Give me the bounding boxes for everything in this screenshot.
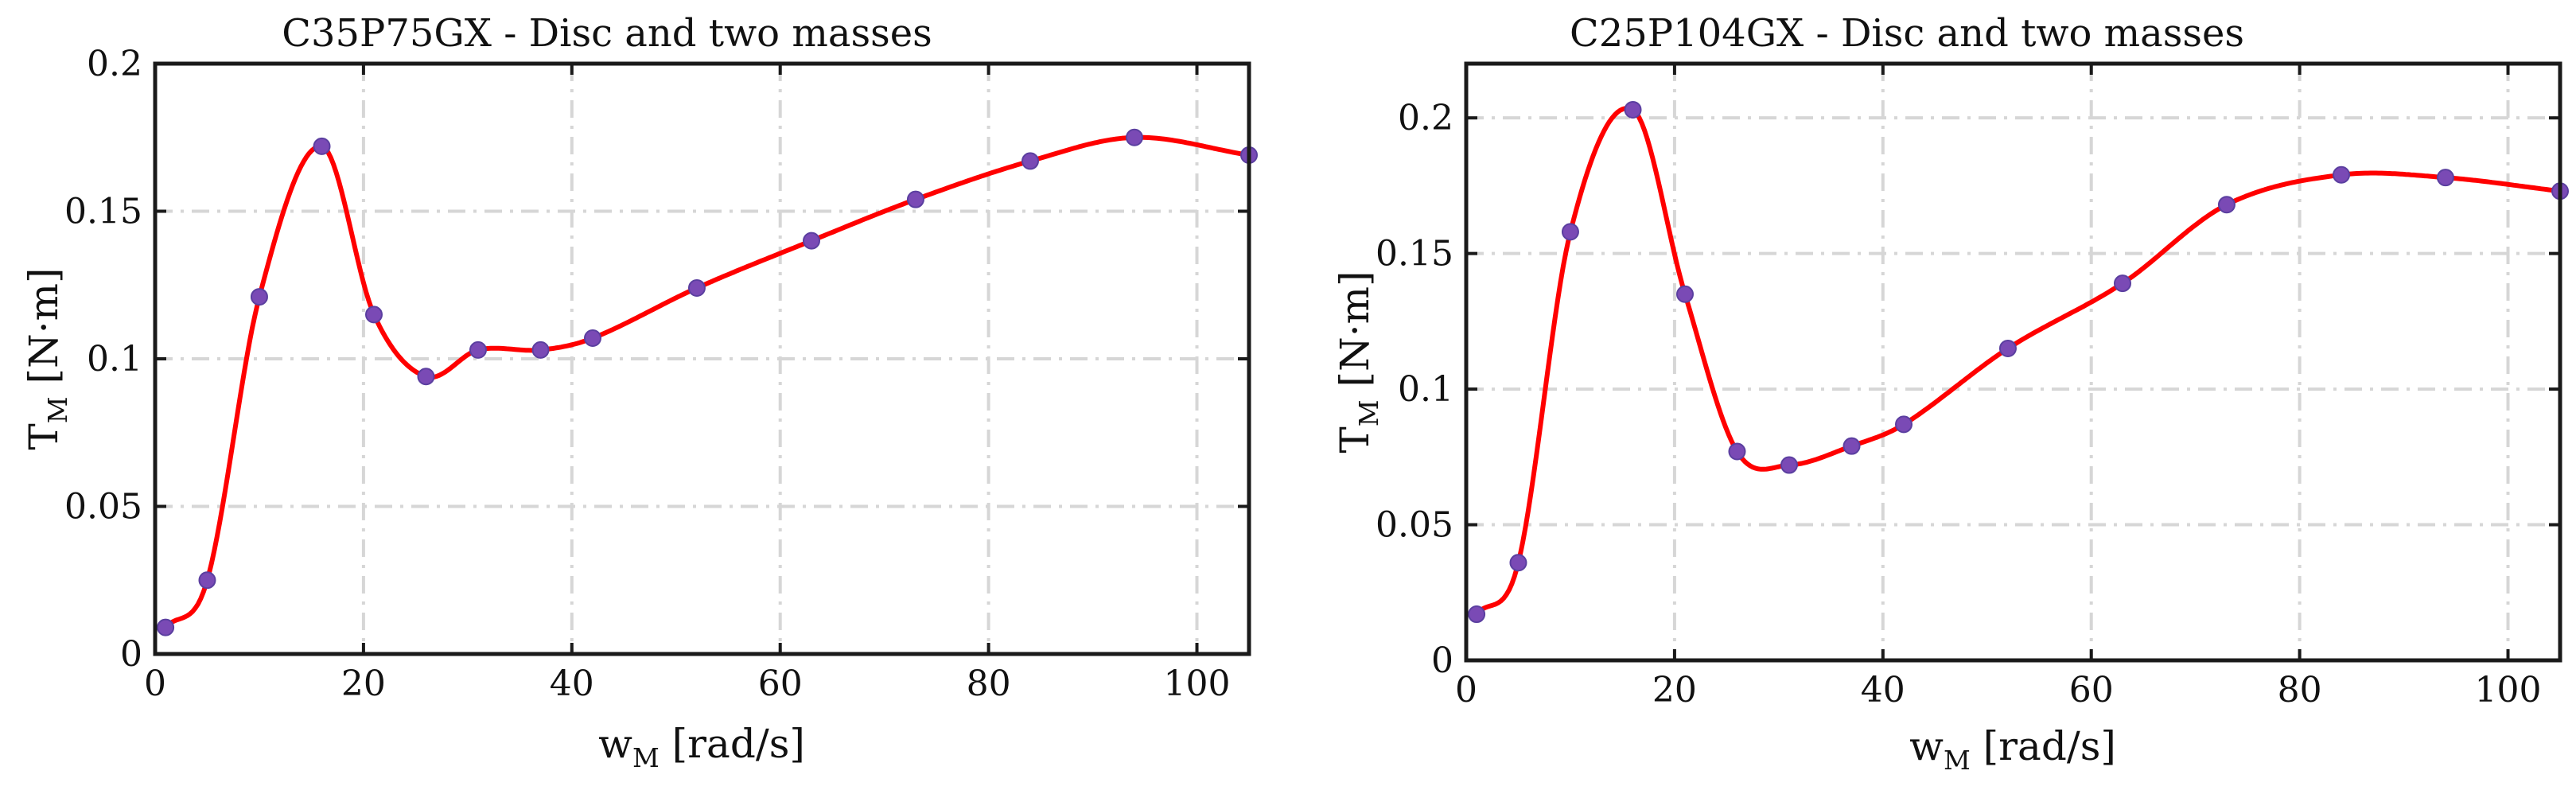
x-axis-label: wM [rad/s] [1909,723,2116,776]
series-curve [1474,106,2562,617]
series-line [1474,106,2562,617]
axis-ticks: 0 20 40 60 80 100 0 0.05 0.1 0.15 0.2 [64,44,1249,704]
x-tick-label: 80 [2278,670,2322,710]
x-tick-label: 20 [1652,670,1697,710]
data-point [417,368,435,386]
grid [1466,64,2560,660]
y-axis-label: TM [N·m] [21,267,73,450]
y-tick-label: 0.2 [87,44,142,84]
series-points [157,128,1258,636]
y-axis-label: TM [N·m] [1332,271,1384,453]
x-tick-label: 20 [341,664,386,704]
data-point [1676,285,1694,303]
chart-title: C35P75GX - Disc and two masses [282,11,932,56]
data-point [198,571,216,590]
x-tick-label: 100 [2475,670,2542,710]
y-tick-label: 0.15 [64,192,142,232]
x-axis-label-main: w [598,721,632,767]
x-axis-label-main: w [1909,723,1944,769]
data-point [584,329,601,348]
series-curve [163,134,1251,630]
x-tick-label: 60 [758,664,803,704]
data-point [157,618,175,636]
y-tick-label: 0.05 [1376,505,1453,546]
data-point [2217,196,2236,214]
y-tick-label: 0.2 [1398,98,1453,138]
data-point [1021,152,1039,170]
x-axis-label: wM [rad/s] [598,721,805,773]
y-axis-label-unit: [N·m] [1332,271,1378,399]
data-point [1728,442,1746,461]
x-tick-label: 60 [2069,670,2114,710]
data-point [531,341,550,359]
x-tick-label: 0 [1455,670,1477,710]
y-axis-label-sub: M [1353,399,1384,426]
data-point [2333,165,2350,184]
x-tick-label: 0 [144,664,166,704]
grid [155,62,1249,654]
x-tick-label: 100 [1164,664,1231,704]
chart-c25p104gx: C25P104GX - Disc and two masses 0 20 40 60 8… [1332,11,2569,776]
data-point [1843,437,1861,455]
data-point [1125,128,1143,146]
series-line [163,134,1251,630]
data-point [1624,100,1642,119]
data-point [469,341,487,359]
chart-title: C25P104GX - Disc and two masses [1570,11,2244,56]
data-point [687,278,706,297]
data-point [1998,339,2017,357]
y-tick-label: 0.15 [1376,234,1453,274]
series-points [1468,100,2569,624]
y-axis-label-main: T [1332,426,1378,453]
y-axis-label-unit: [N·m] [21,267,67,396]
y-tick-label: 0 [120,634,142,675]
data-point [1780,456,1798,474]
y-tick-label: 0.1 [1398,369,1453,410]
y-tick-label: 0.05 [64,487,142,527]
x-tick-label: 80 [967,664,1011,704]
data-point [1895,415,1913,434]
axis-ticks: 0 20 40 60 80 100 0 0.05 0.1 0.15 0.2 [1376,64,2560,710]
x-tick-label: 40 [550,664,594,704]
data-point [2436,169,2454,187]
chart-c35p75gx: C35P75GX - Disc and two masses 0 20 40 60 80… [21,11,1258,773]
y-axis-label-main: T [21,423,67,450]
data-point [1509,554,1527,572]
data-point [1561,223,1579,241]
data-point [313,137,331,155]
data-point [250,288,268,306]
x-tick-label: 40 [1861,670,1905,710]
x-axis-label-sub: M [1944,745,1971,776]
data-point [906,190,924,208]
data-point [2114,274,2131,293]
x-axis-label-unit: [rad/s] [660,721,805,767]
data-point [803,232,820,250]
data-point [365,306,383,324]
y-tick-label: 0.1 [87,339,142,379]
data-point [1468,605,1486,624]
axes-frame [1464,61,2562,663]
y-tick-label: 0 [1431,640,1453,681]
x-axis-label-sub: M [632,742,660,773]
x-axis-label-unit: [rad/s] [1971,723,2116,769]
y-axis-label-sub: M [42,396,73,423]
